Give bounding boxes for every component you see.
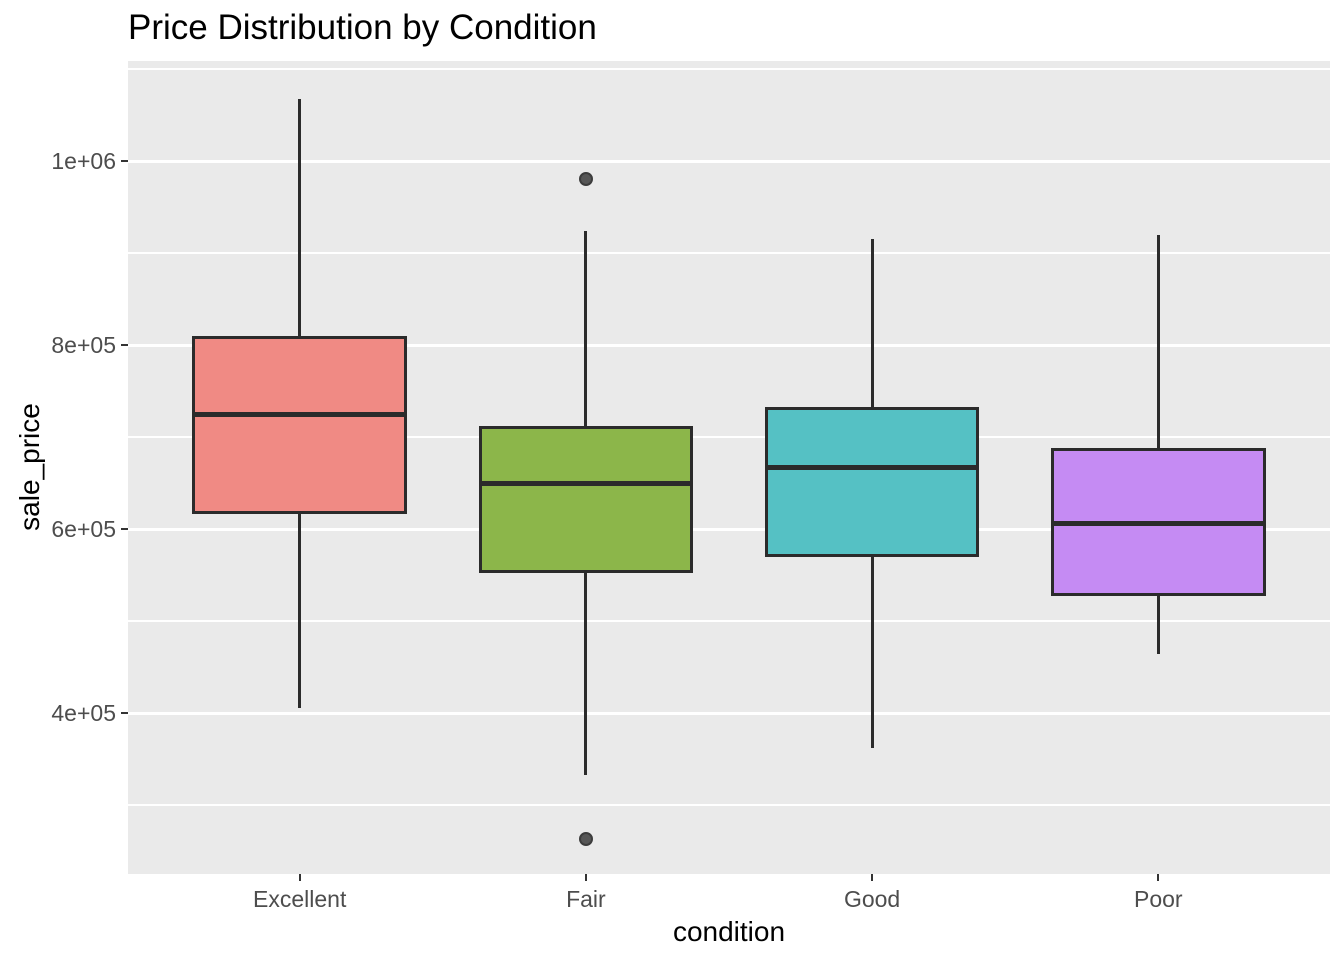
x-tick-label: Excellent — [253, 886, 347, 912]
gridline-minor — [128, 804, 1330, 806]
box-fair — [478, 425, 694, 574]
box-excellent — [192, 335, 408, 515]
chart-title: Price Distribution by Condition — [128, 8, 597, 47]
y-tick-mark — [121, 160, 128, 162]
y-tick-mark — [121, 344, 128, 346]
whisker-poor — [1156, 234, 1160, 655]
median-excellent — [192, 412, 408, 418]
median-poor — [1050, 520, 1266, 526]
y-tick-label: 8e+05 — [51, 332, 116, 358]
y-tick-label: 4e+05 — [51, 700, 116, 726]
x-tick-mark — [1157, 874, 1160, 881]
x-tick-mark — [871, 874, 874, 881]
gridline-minor — [128, 68, 1330, 70]
x-axis-title: condition — [672, 916, 786, 947]
median-good — [764, 464, 980, 470]
gridline-major — [128, 711, 1330, 715]
y-tick-mark — [121, 712, 128, 714]
gridline-major — [128, 159, 1330, 163]
gridline-minor — [128, 436, 1330, 438]
x-tick-mark — [298, 874, 301, 881]
x-tick-mark — [584, 874, 587, 881]
x-tick-label: Good — [843, 886, 901, 912]
outlier-point-fair — [578, 832, 593, 847]
y-tick-label: 1e+06 — [51, 148, 116, 174]
gridline-minor — [128, 620, 1330, 622]
gridline-major — [128, 527, 1330, 531]
box-good — [764, 406, 980, 557]
x-tick-label: Poor — [1133, 886, 1183, 912]
x-tick-label: Fair — [566, 886, 606, 912]
y-tick-label: 6e+05 — [51, 516, 116, 542]
gridline-minor — [128, 252, 1330, 254]
plot-panel — [128, 61, 1330, 874]
gridline-major — [128, 343, 1330, 347]
median-fair — [478, 480, 694, 486]
outlier-point-fair — [578, 172, 593, 187]
y-tick-mark — [121, 528, 128, 530]
y-axis-title: sale_price — [14, 403, 45, 531]
